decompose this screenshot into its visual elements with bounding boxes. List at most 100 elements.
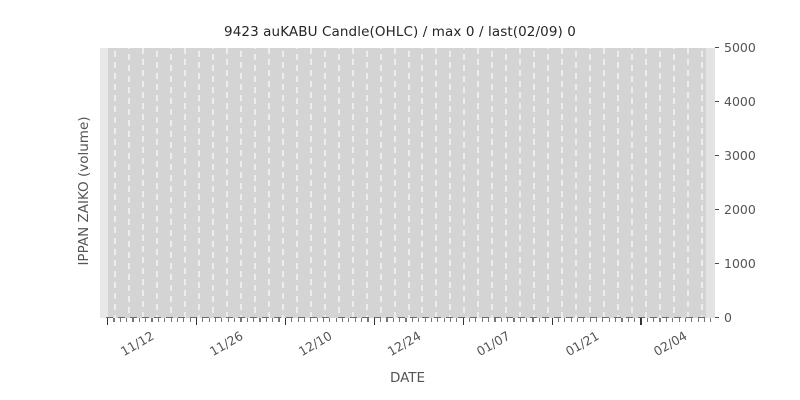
gridline-vertical bbox=[673, 48, 676, 318]
gridline-vertical bbox=[407, 48, 410, 318]
gridline-vertical bbox=[659, 48, 662, 318]
gridline-vertical bbox=[435, 48, 438, 318]
x-axis-minor-tick bbox=[456, 318, 458, 322]
x-axis-tick-label: 01/21 bbox=[562, 328, 602, 360]
x-axis-minor-tick bbox=[646, 318, 648, 322]
x-axis-minor-tick bbox=[659, 318, 661, 322]
x-axis-minor-tick bbox=[564, 318, 566, 322]
x-axis-minor-tick bbox=[246, 318, 248, 322]
gridlines-vertical bbox=[100, 48, 715, 318]
gridline-vertical bbox=[281, 48, 284, 318]
y-axis-tick-mark bbox=[715, 209, 719, 211]
y-axis: 0 1000 2000 3000 4000 5000 bbox=[715, 41, 785, 325]
x-axis-minor-tick bbox=[361, 318, 363, 322]
x-axis-minor-tick bbox=[297, 318, 299, 322]
x-axis-minor-tick bbox=[367, 318, 369, 322]
x-axis-minor-tick bbox=[488, 318, 490, 322]
x-axis-minor-tick bbox=[443, 318, 445, 322]
x-axis-tick-label: 12/10 bbox=[295, 328, 335, 360]
x-axis-minor-tick bbox=[678, 318, 680, 322]
x-axis-minor-tick bbox=[322, 318, 325, 322]
x-axis-minor-tick bbox=[430, 318, 433, 322]
x-axis-minor-tick bbox=[665, 318, 667, 322]
x-axis-minor-tick bbox=[589, 318, 591, 322]
x-axis-major-tick bbox=[195, 318, 198, 325]
gridline-vertical bbox=[449, 48, 452, 318]
y-axis-title: IPPAN ZAIKO (volume) bbox=[76, 116, 92, 266]
gridline-vertical bbox=[351, 48, 354, 318]
x-axis-minor-tick bbox=[341, 318, 344, 322]
x-axis-minor-tick bbox=[265, 318, 267, 322]
x-axis-minor-tick bbox=[335, 318, 337, 322]
plot-area bbox=[100, 48, 715, 318]
gridline-vertical bbox=[225, 48, 228, 318]
x-axis-minor-tick bbox=[151, 318, 153, 322]
x-axis-minor-tick bbox=[538, 318, 540, 322]
gridline-vertical bbox=[519, 48, 522, 318]
gridline-vertical bbox=[547, 48, 550, 318]
x-axis-minor-tick bbox=[545, 318, 547, 322]
gridline-vertical bbox=[645, 48, 648, 318]
x-axis-tick-label: 02/04 bbox=[651, 328, 690, 360]
x-axis-minor-tick bbox=[437, 318, 439, 322]
x-axis-minor-tick bbox=[684, 318, 687, 322]
y-axis-tick-mark bbox=[715, 155, 719, 157]
gridline-vertical bbox=[631, 48, 634, 318]
data-series-layer bbox=[100, 48, 715, 318]
y-axis-tick-label: 4000 bbox=[724, 94, 756, 109]
y-axis-tick-mark bbox=[715, 101, 719, 103]
gridline-vertical bbox=[239, 48, 242, 318]
x-axis-minor-tick bbox=[627, 318, 629, 322]
x-axis-major-tick bbox=[640, 318, 642, 325]
x-axis-tick-label: 11/12 bbox=[117, 328, 157, 360]
gridline-vertical bbox=[701, 48, 704, 318]
gridline-vertical bbox=[295, 48, 298, 318]
gridline-vertical bbox=[617, 48, 620, 318]
gridline-vertical bbox=[491, 48, 494, 318]
x-axis-minor-tick bbox=[221, 318, 223, 322]
gridline-vertical bbox=[267, 48, 270, 318]
x-axis-minor-tick bbox=[532, 318, 534, 322]
x-axis-minor-tick bbox=[176, 318, 179, 322]
x-axis-minor-tick bbox=[570, 318, 572, 322]
gridline-vertical bbox=[141, 48, 144, 318]
gridline-vertical bbox=[421, 48, 424, 318]
x-axis-minor-tick bbox=[316, 318, 318, 322]
x-axis-minor-tick bbox=[227, 318, 229, 322]
gridline-vertical bbox=[155, 48, 158, 318]
data-line-segment bbox=[106, 317, 331, 318]
x-axis-minor-tick bbox=[411, 318, 413, 322]
x-axis-tick-label: 12/24 bbox=[384, 328, 424, 360]
x-axis-minor-tick bbox=[380, 318, 382, 322]
x-axis-minor-tick bbox=[259, 318, 261, 322]
x-axis-minor-tick bbox=[113, 318, 115, 322]
x-axis-minor-tick bbox=[214, 318, 217, 322]
x-axis-minor-tick bbox=[310, 318, 312, 322]
x-axis-minor-tick bbox=[468, 318, 471, 322]
x-axis-minor-tick bbox=[126, 318, 128, 322]
gridline-vertical bbox=[169, 48, 172, 318]
gridline-vertical bbox=[477, 48, 480, 318]
x-axis-minor-tick bbox=[132, 318, 134, 322]
gridline-vertical bbox=[505, 48, 508, 318]
gridline-vertical bbox=[183, 48, 186, 318]
x-axis-major-tick bbox=[373, 318, 376, 325]
gridline-vertical bbox=[687, 48, 690, 318]
x-axis-minor-tick bbox=[494, 318, 496, 322]
x-axis-minor-tick bbox=[119, 318, 121, 322]
x-axis-minor-tick bbox=[653, 318, 655, 322]
gridline-vertical bbox=[337, 48, 340, 318]
x-axis-minor-tick bbox=[697, 318, 699, 322]
x-axis-minor-tick bbox=[703, 318, 706, 322]
x-axis-minor-tick bbox=[634, 318, 636, 322]
x-axis-minor-tick bbox=[595, 318, 598, 322]
gridline-vertical bbox=[603, 48, 606, 318]
x-axis-minor-tick bbox=[405, 318, 407, 322]
y-axis-tick-label: 1000 bbox=[724, 256, 756, 271]
x-axis-major-tick bbox=[107, 318, 109, 325]
gridline-vertical bbox=[365, 48, 368, 318]
x-axis-minor-tick bbox=[691, 318, 693, 322]
x-axis-minor-tick bbox=[354, 318, 356, 322]
x-axis-minor-tick bbox=[500, 318, 502, 322]
